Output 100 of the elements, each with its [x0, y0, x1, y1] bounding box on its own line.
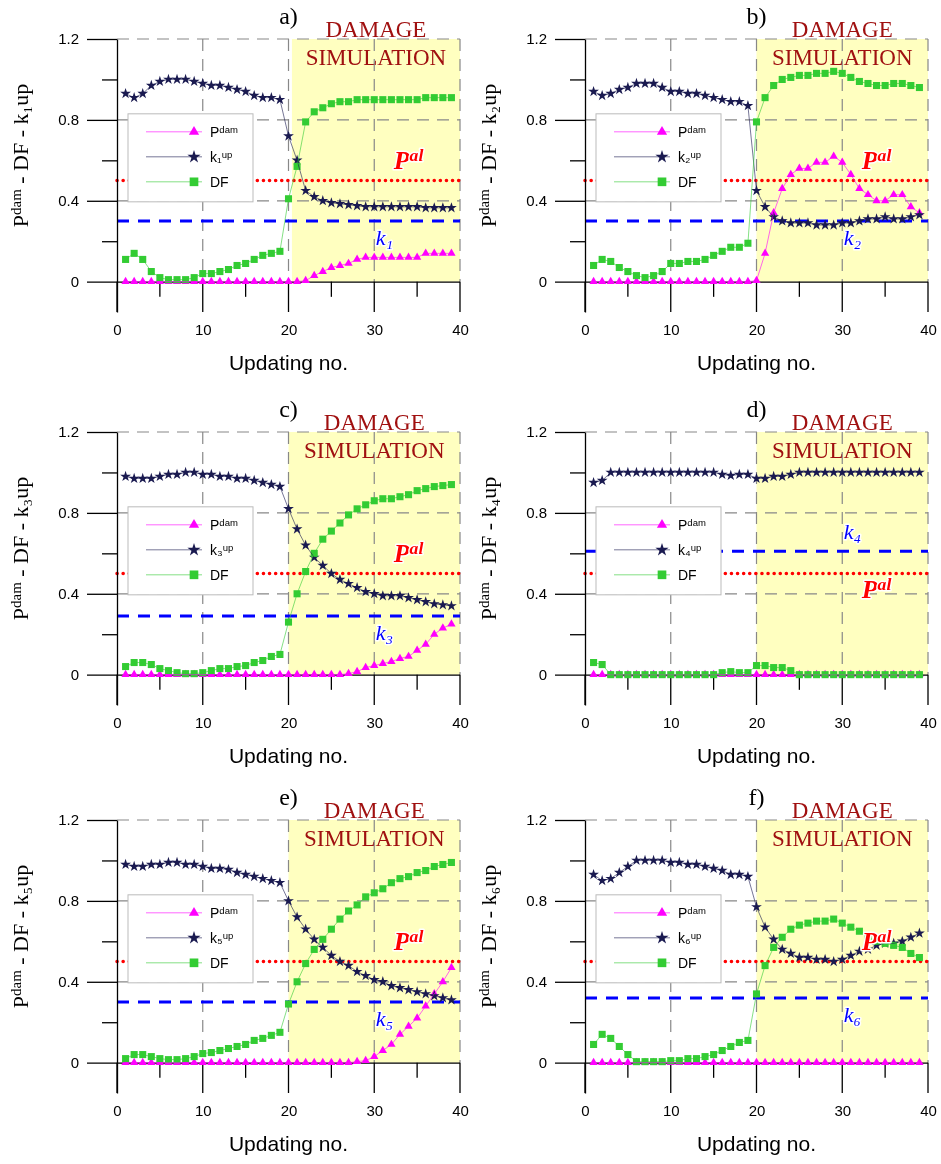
legend-label: DF — [678, 173, 697, 190]
y-tick-label: 1.2 — [526, 30, 547, 48]
x-axis-title: Updating no. — [696, 351, 817, 374]
x-axis-title: Updating no. — [228, 744, 349, 767]
x-tick-label: 10 — [194, 1101, 212, 1119]
x-tick-label: 0 — [113, 713, 122, 731]
legend-label: k₁$^{up}$ — [210, 148, 233, 165]
chart-title: b) — [746, 3, 767, 29]
legend-label: k₃$^{up}$ — [210, 541, 234, 558]
x-tick-label: 40 — [920, 713, 937, 731]
y-tick-label: 0 — [538, 1053, 547, 1071]
y-tick-label: 0.8 — [58, 111, 79, 129]
chart-title: a) — [279, 3, 298, 29]
ref-line-label: k₄ — [843, 519, 862, 545]
y-tick-label: 0 — [538, 665, 547, 683]
legend-label: P$^{dam}$ — [210, 516, 238, 533]
x-tick-label: 30 — [834, 320, 852, 338]
x-tick-label: 30 — [366, 1101, 384, 1119]
x-tick-label: 20 — [748, 713, 766, 731]
y-tick-label: 0.8 — [526, 892, 547, 910]
legend-label: DF — [678, 566, 697, 583]
chart-title: f) — [748, 784, 765, 810]
x-tick-label: 40 — [452, 320, 469, 338]
y-tick-label: 0.4 — [58, 585, 79, 603]
y-tick-label: 0.4 — [58, 973, 79, 991]
legend-label: DF — [210, 173, 229, 190]
legend-label: k₄$^{up}$ — [678, 541, 702, 558]
y-tick-label: 0.8 — [58, 504, 79, 522]
x-tick-label: 0 — [581, 1101, 590, 1119]
y-tick-label: 1.2 — [58, 30, 79, 48]
ref-line-label: P$^{al}$ — [392, 537, 424, 568]
y-tick-label: 0 — [70, 1053, 79, 1071]
legend-label: P$^{dam}$ — [678, 516, 706, 533]
y-tick-label: 0.8 — [526, 111, 547, 129]
legend-label: DF — [678, 954, 697, 971]
y-tick-label: 1.2 — [58, 423, 79, 441]
ref-line-label: k₁ — [375, 225, 394, 250]
band-label: DAMAGE SIMULATION — [305, 17, 447, 70]
y-tick-label: 0 — [70, 665, 79, 683]
y-tick-label: 0 — [70, 272, 79, 290]
y-tick-label: 1.2 — [58, 811, 79, 829]
y-tick-label: 0.8 — [58, 892, 79, 910]
ref-line-label: k₅ — [375, 1006, 394, 1031]
x-tick-label: 10 — [194, 713, 212, 731]
y-tick-label: 0 — [538, 272, 547, 290]
x-tick-label: 20 — [280, 713, 298, 731]
x-axis-title: Updating no. — [696, 1132, 817, 1155]
x-tick-label: 0 — [113, 1101, 122, 1119]
x-tick-label: 20 — [280, 320, 298, 338]
x-tick-label: 30 — [834, 713, 852, 731]
x-axis-title: Updating no. — [228, 351, 349, 374]
band-label: DAMAGE SIMULATION — [303, 410, 445, 463]
x-tick-label: 10 — [662, 713, 680, 731]
band-label: DAMAGE SIMULATION — [303, 798, 445, 851]
x-tick-label: 20 — [748, 1101, 766, 1119]
ref-line-label: P$^{al}$ — [392, 144, 424, 175]
x-tick-label: 10 — [194, 320, 212, 338]
legend-label: P$^{dam}$ — [210, 904, 238, 921]
chart-title: d) — [746, 396, 767, 422]
band-label: DAMAGE SIMULATION — [771, 17, 913, 70]
legend-label: P$^{dam}$ — [678, 123, 706, 140]
chart-title: e) — [279, 784, 298, 810]
chart-title: c) — [279, 396, 298, 422]
x-axis-title: Updating no. — [696, 744, 817, 767]
x-tick-label: 0 — [113, 320, 122, 338]
y-tick-label: 1.2 — [526, 811, 547, 829]
y-tick-label: 1.2 — [526, 423, 547, 441]
x-tick-label: 20 — [280, 1101, 298, 1119]
x-tick-label: 40 — [920, 320, 937, 338]
ref-line-label: P$^{al}$ — [392, 925, 424, 956]
ref-line-label: k₆ — [843, 1001, 862, 1027]
x-tick-label: 40 — [452, 713, 469, 731]
x-tick-label: 40 — [452, 1101, 469, 1119]
ref-line-label: P$^{al}$ — [860, 573, 892, 604]
legend-label: k₆$^{up}$ — [678, 929, 702, 946]
y-tick-label: 0.4 — [526, 973, 547, 991]
legend-label: P$^{dam}$ — [210, 123, 238, 140]
band-label: DAMAGE SIMULATION — [771, 410, 913, 463]
y-tick-label: 0.4 — [526, 192, 547, 210]
legend-label: k₂$^{up}$ — [678, 148, 702, 165]
x-tick-label: 0 — [581, 713, 590, 731]
x-tick-label: 20 — [748, 320, 766, 338]
legend-label: P$^{dam}$ — [678, 904, 706, 921]
legend-label: k₅$^{up}$ — [210, 929, 234, 946]
ref-line-label: k₂ — [843, 225, 862, 250]
x-tick-label: 0 — [581, 320, 590, 338]
legend-label: DF — [210, 954, 229, 971]
x-axis-title: Updating no. — [228, 1132, 349, 1155]
ref-line-label: P$^{al}$ — [860, 144, 892, 175]
x-tick-label: 30 — [834, 1101, 852, 1119]
x-tick-label: 30 — [366, 713, 384, 731]
y-tick-label: 0.4 — [58, 192, 79, 210]
y-tick-label: 0.8 — [526, 504, 547, 522]
x-tick-label: 10 — [662, 1101, 680, 1119]
y-tick-label: 0.4 — [526, 585, 547, 603]
legend-label: DF — [210, 566, 229, 583]
x-tick-label: 30 — [366, 320, 384, 338]
x-tick-label: 10 — [662, 320, 680, 338]
x-tick-label: 40 — [920, 1101, 937, 1119]
band-label: DAMAGE SIMULATION — [771, 798, 913, 851]
